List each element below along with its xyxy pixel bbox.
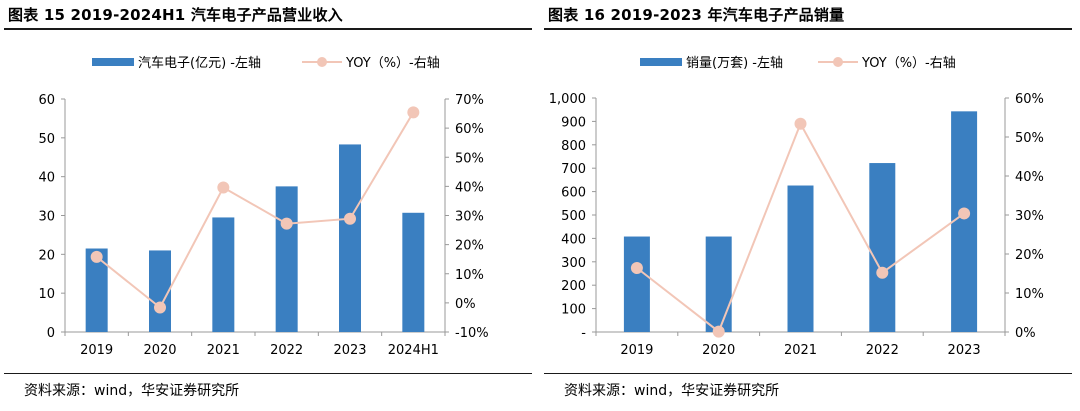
y-tick-left-label: 200 [561,279,586,294]
y-tick-left-label: 900 [561,115,586,130]
sales-chart: 销量(万套) -左轴 YOY（%）-右轴 - 100 200 300 400 500 600 70… [549,55,1044,358]
y-tick-right-label: 50% [455,151,484,166]
x-tick-label: 2019 [620,343,653,358]
yoy-point [154,301,166,314]
y-tick-left-label: 700 [561,162,586,177]
legend-line-marker [833,57,843,67]
source-divider [544,373,1072,374]
y-tick-left-label: 40 [38,171,55,186]
y-tick-left-label: 800 [561,139,586,154]
y-tick-right-label: 30% [455,210,484,225]
legend-bar-swatch [640,58,682,66]
x-tick-label: 2022 [270,343,303,358]
y-tick-left-label: 300 [561,256,586,271]
y-tick-right-label: 40% [455,180,484,195]
y-tick-left-label: 500 [561,209,586,224]
x-tick-label: 2023 [333,343,366,358]
y-tick-left-label: 400 [561,232,586,247]
bar [787,185,814,332]
y-tick-left-label: 50 [38,132,55,147]
bar [85,248,108,332]
y-tick-left-label: 0 [47,326,55,341]
yoy-point [712,325,725,338]
x-tick-label: 2021 [784,343,817,358]
legend-label-bar: 汽车电子(亿元) -左轴 [138,55,261,71]
yoy-point [407,106,420,119]
title-divider [4,28,532,30]
yoy-point [794,117,807,130]
yoy-point [217,181,230,194]
yoy-point [344,212,356,225]
bar [339,144,361,332]
y-tick-right-label: 20% [1015,248,1044,263]
legend-label-line: YOY（%）-右轴 [345,56,440,71]
legend-label-bar: 销量(万套) -左轴 [686,55,783,71]
y-tick-left-label: 1,000 [549,92,586,107]
y-tick-right-label: 10% [455,268,484,283]
chart-panel-sales: 图表 16 2019-2023 年汽车电子产品销量 销量(万套) -左轴 YOY（… [540,0,1080,411]
bar [275,186,298,332]
y-tick-left-label: 60 [38,93,55,108]
yoy-point [958,207,971,220]
yoy-line [96,111,415,310]
y-tick-right-label: 40% [1015,170,1044,185]
y-tick-right-label: 60% [1015,92,1044,107]
legend-line-marker [317,57,327,67]
y-tick-right-label: 60% [455,122,484,137]
source-note: 资料来源：wind，华安证券研究所 [564,383,780,399]
yoy-point [630,262,643,275]
y-tick-right-label: 10% [1015,287,1044,302]
bar [951,111,978,332]
x-tick-label: 2024H1 [388,343,439,358]
x-tick-label: 2023 [948,343,981,358]
bar [149,250,171,332]
y-tick-left-label: 20 [38,248,55,263]
x-tick-label: 2020 [702,343,735,358]
y-tick-right-label: 70% [455,93,484,108]
chart-title: 图表 16 2019-2023 年汽车电子产品销量 [548,6,845,24]
bar [402,212,425,332]
y-tick-left-label: 10 [38,287,55,302]
bar [623,236,650,332]
y-tick-right-label: 0% [1015,326,1036,341]
yoy-point [280,217,293,230]
bar [705,236,732,332]
y-tick-left-label: 100 [561,303,586,318]
bar [869,163,896,332]
bar [212,217,235,332]
y-tick-left-label: 600 [561,186,586,201]
legend-bar-swatch [92,58,134,66]
yoy-point [90,250,103,263]
x-tick-label: 2022 [866,343,899,358]
y-tick-right-label: -10% [455,326,489,341]
revenue-chart: 汽车电子(亿元) -左轴 YOY（%）-右轴 0 10 20 30 40 50 60 -10% 0%… [38,55,489,358]
source-divider [4,373,532,374]
y-tick-right-label: 50% [1015,131,1044,146]
x-tick-label: 2020 [143,343,176,358]
y-tick-left-label: - [581,326,586,341]
source-note: 资料来源：wind，华安证券研究所 [24,383,240,399]
y-tick-left-label: 30 [38,210,55,225]
y-tick-right-label: 20% [455,239,484,254]
y-tick-right-label: 0% [455,297,476,312]
legend-label-line: YOY（%）-右轴 [861,56,956,71]
yoy-point [876,266,889,279]
chart-panel-revenue: 图表 15 2019-2024H1 汽车电子产品营业收入 汽车电子(亿元) -左… [4,6,532,399]
chart-title: 图表 15 2019-2024H1 汽车电子产品营业收入 [8,6,343,24]
x-tick-label: 2019 [80,343,113,358]
y-tick-right-label: 30% [1015,209,1044,224]
title-divider [544,28,1072,30]
x-tick-label: 2021 [207,343,240,358]
